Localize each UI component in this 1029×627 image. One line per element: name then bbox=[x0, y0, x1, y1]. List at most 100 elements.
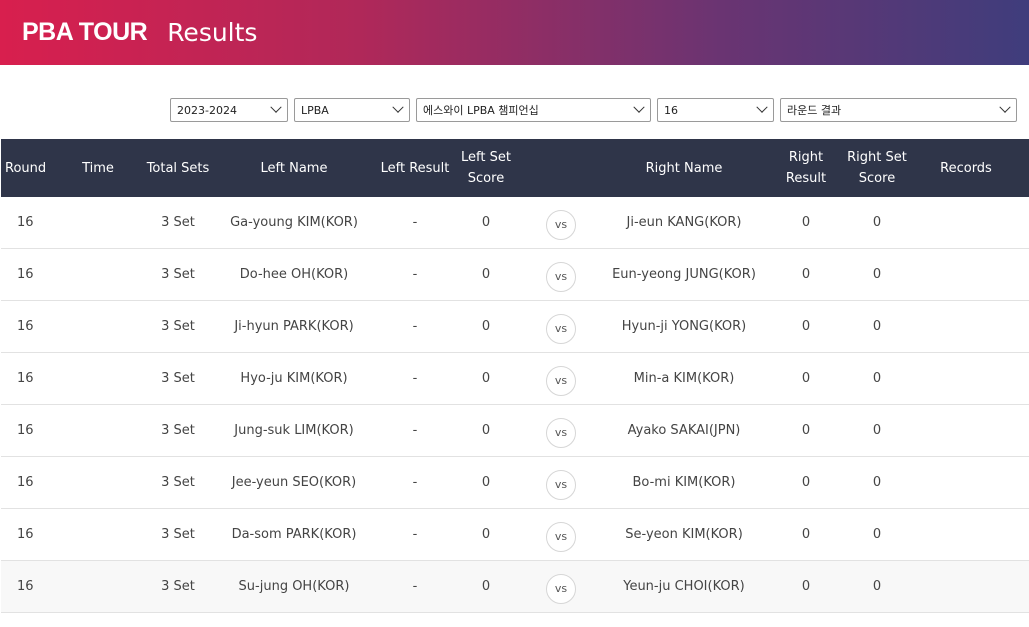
cell-right-set-score: 0 bbox=[872, 215, 882, 230]
col-left-result: Left Result bbox=[380, 160, 450, 176]
cell-right-name[interactable]: Ji-eun KANG(KOR) bbox=[626, 215, 742, 230]
cell-total-sets: 3 Set bbox=[161, 527, 195, 542]
filter-bar: 2023-2024 LPBA 에스와이 LPBA 챔피언십 16 라운드 결과 bbox=[170, 98, 1017, 122]
cell-left-name[interactable]: Hyo-ju KIM(KOR) bbox=[240, 371, 348, 386]
table-body: 16 3 Set Ga-young KIM(KOR) - 0 Ji-eun KANG(KO… bbox=[1, 197, 1029, 613]
cell-left-set-score: 0 bbox=[481, 215, 491, 230]
cell-left-name[interactable]: Do-hee OH(KOR) bbox=[239, 267, 349, 282]
cell-right-result: 0 bbox=[801, 527, 811, 542]
vs-cell: vs bbox=[544, 197, 578, 248]
cell-left-result: - bbox=[412, 319, 418, 334]
season-select-value: 2023-2024 bbox=[177, 103, 237, 117]
vs-cell: vs bbox=[544, 509, 578, 560]
cell-right-name[interactable]: Min-a KIM(KOR) bbox=[633, 371, 735, 386]
cell-right-name[interactable]: Yeun-ju CHOI(KOR) bbox=[623, 579, 745, 594]
cell-left-result: - bbox=[412, 423, 418, 438]
cell-total-sets: 3 Set bbox=[161, 579, 195, 594]
cell-left-result: - bbox=[412, 527, 418, 542]
vs-cell: vs bbox=[544, 301, 578, 352]
table-row: 16 3 Set Su-jung OH(KOR) - 0 Yeun-ju CHOI(KOR… bbox=[1, 561, 1029, 613]
cell-right-set-score: 0 bbox=[872, 475, 882, 490]
cell-round: 16 bbox=[17, 475, 34, 490]
cell-right-set-score: 0 bbox=[872, 527, 882, 542]
view-select-value: 라운드 결과 bbox=[787, 104, 842, 117]
cell-left-set-score: 0 bbox=[481, 371, 491, 386]
season-select[interactable]: 2023-2024 bbox=[170, 98, 288, 122]
cell-time bbox=[68, 509, 128, 560]
chevron-down-icon bbox=[999, 101, 1011, 113]
cell-time bbox=[68, 301, 128, 352]
cell-records bbox=[926, 301, 1006, 352]
cell-total-sets: 3 Set bbox=[161, 475, 195, 490]
cell-left-name[interactable]: Jung-suk LIM(KOR) bbox=[234, 423, 354, 438]
cell-left-set-score: 0 bbox=[481, 527, 491, 542]
cell-time bbox=[68, 249, 128, 300]
pba-tour-logo[interactable]: PBA TOUR bbox=[22, 18, 148, 46]
cell-right-name[interactable]: Ayako SAKAI(JPN) bbox=[627, 423, 741, 438]
cell-time bbox=[68, 405, 128, 456]
round-select[interactable]: 16 bbox=[657, 98, 774, 122]
cell-time bbox=[68, 457, 128, 508]
table-header: Round Time Total Sets Left Name Left Res… bbox=[1, 139, 1029, 197]
page-title: Results bbox=[167, 18, 258, 47]
cell-right-name[interactable]: Eun-yeong JUNG(KOR) bbox=[612, 267, 756, 282]
cell-left-result: - bbox=[412, 475, 418, 490]
cell-round: 16 bbox=[17, 267, 34, 282]
cell-time bbox=[68, 561, 128, 612]
vs-cell: vs bbox=[544, 249, 578, 300]
view-select[interactable]: 라운드 결과 bbox=[780, 98, 1017, 122]
col-total-sets: Total Sets bbox=[146, 160, 210, 176]
chevron-down-icon bbox=[756, 101, 768, 113]
results-table: Round Time Total Sets Left Name Left Res… bbox=[1, 139, 1029, 613]
cell-right-name[interactable]: Hyun-ji YONG(KOR) bbox=[621, 319, 747, 334]
cell-right-set-score: 0 bbox=[872, 319, 882, 334]
vs-badge: vs bbox=[546, 469, 576, 500]
cell-records bbox=[926, 405, 1006, 456]
cell-time bbox=[68, 353, 128, 404]
cell-time bbox=[68, 197, 128, 248]
cell-records bbox=[926, 353, 1006, 404]
cell-right-result: 0 bbox=[801, 423, 811, 438]
table-row: 16 3 Set Hyo-ju KIM(KOR) - 0 Min-a KIM(KOR) 0 0… bbox=[1, 353, 1029, 405]
cell-left-name[interactable]: Da-som PARK(KOR) bbox=[231, 527, 357, 542]
cell-right-result: 0 bbox=[801, 267, 811, 282]
tournament-select[interactable]: 에스와이 LPBA 챔피언십 bbox=[416, 98, 651, 122]
round-select-value: 16 bbox=[664, 103, 678, 117]
cell-total-sets: 3 Set bbox=[161, 215, 195, 230]
cell-left-result: - bbox=[412, 267, 418, 282]
vs-badge: vs bbox=[546, 209, 576, 240]
cell-round: 16 bbox=[17, 371, 34, 386]
cell-left-result: - bbox=[412, 579, 418, 594]
cell-right-name[interactable]: Bo-mi KIM(KOR) bbox=[632, 475, 736, 490]
vs-badge: vs bbox=[546, 365, 576, 396]
cell-right-set-score: 0 bbox=[872, 371, 882, 386]
cell-right-result: 0 bbox=[801, 215, 811, 230]
cell-right-set-score: 0 bbox=[872, 579, 882, 594]
vs-cell: vs bbox=[544, 561, 578, 612]
col-right-result-line1: Right bbox=[788, 150, 824, 165]
col-right-set-score: Right Set Score bbox=[837, 139, 917, 197]
cell-total-sets: 3 Set bbox=[161, 267, 195, 282]
cell-round: 16 bbox=[17, 215, 34, 230]
table-row: 16 3 Set Jung-suk LIM(KOR) - 0 Ayako SAKAI(JP… bbox=[1, 405, 1029, 457]
cell-total-sets: 3 Set bbox=[161, 371, 195, 386]
league-select-value: LPBA bbox=[301, 103, 329, 117]
cell-left-name[interactable]: Su-jung OH(KOR) bbox=[238, 579, 350, 594]
cell-right-name[interactable]: Se-yeon KIM(KOR) bbox=[625, 527, 743, 542]
cell-right-result: 0 bbox=[801, 475, 811, 490]
table-row: 16 3 Set Ji-hyun PARK(KOR) - 0 Hyun-ji YONG(K… bbox=[1, 301, 1029, 353]
vs-badge: vs bbox=[546, 521, 576, 552]
chevron-down-icon bbox=[633, 101, 645, 113]
cell-round: 16 bbox=[17, 423, 34, 438]
league-select[interactable]: LPBA bbox=[294, 98, 410, 122]
col-left-set-score: Left Set Score bbox=[451, 139, 521, 197]
cell-left-name[interactable]: Ga-young KIM(KOR) bbox=[230, 215, 358, 230]
cell-left-name[interactable]: Jee-yeun SEO(KOR) bbox=[231, 475, 357, 490]
col-round: Round bbox=[5, 160, 47, 176]
cell-records bbox=[926, 509, 1006, 560]
cell-left-name[interactable]: Ji-hyun PARK(KOR) bbox=[234, 319, 354, 334]
cell-right-set-score: 0 bbox=[872, 423, 882, 438]
cell-round: 16 bbox=[17, 527, 34, 542]
cell-left-set-score: 0 bbox=[481, 423, 491, 438]
table-row: 16 3 Set Da-som PARK(KOR) - 0 Se-yeon KIM(KOR… bbox=[1, 509, 1029, 561]
